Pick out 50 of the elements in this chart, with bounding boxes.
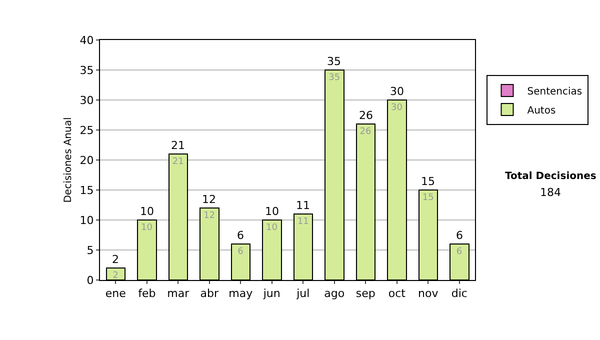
data-label: 30 [391,103,403,113]
x-tick-label: nov [418,287,439,300]
x-tick-label: dic [451,287,468,300]
total-label: 6 [237,229,244,242]
data-label: 12 [204,211,216,221]
text: Total Decisiones [505,171,596,182]
x-tick-label: jul [296,287,310,300]
data-label: 6 [238,247,244,257]
data-label: 15 [422,193,434,203]
y-tick-label: 5 [86,244,94,257]
x-tick-label: feb [138,287,156,300]
y-axis-title: Decisiones Anual [62,117,74,203]
data-label: 35 [328,73,340,83]
y-tick-label: 35 [80,64,94,77]
x-tick-label: jun [262,287,280,300]
y-tick-label: 15 [80,184,94,197]
data-label: 10 [266,223,278,233]
y-tick-label: 0 [86,274,94,287]
legend-label: Autos [527,105,556,116]
x-tick-label: mar [167,287,190,300]
x-tick-label: may [228,287,254,300]
x-tick-label: sep [356,287,376,300]
x-tick-label: oct [388,287,406,300]
x-tick-label: ene [105,287,126,300]
y-tick-label: 40 [80,34,94,47]
data-label: 10 [141,223,153,233]
data-label: 6 [456,247,462,257]
total-label: 35 [327,55,341,68]
x-tick-label: ago [324,287,345,300]
total-label: 12 [202,193,216,206]
data-label: 2 [112,271,118,281]
y-tick-label: 20 [80,154,94,167]
total-label: 10 [140,205,154,218]
total-label: 30 [390,85,404,98]
y-tick-label: 30 [80,94,94,107]
y-tick-label: 25 [80,124,94,137]
data-label: 11 [297,217,309,227]
total-label: 2 [112,253,119,266]
total-label: 11 [296,199,310,212]
data-label: 21 [172,157,184,167]
data-label: 26 [360,127,372,137]
x-tick-label: abr [200,287,219,300]
total-label: 15 [421,175,435,188]
total-label: 10 [265,205,279,218]
total-label: 26 [359,109,373,122]
total-label: 6 [456,229,463,242]
text: 184 [540,186,561,199]
total-label: 21 [171,139,185,152]
legend-label: Sentencias [527,86,582,98]
y-tick-label: 10 [80,214,94,227]
